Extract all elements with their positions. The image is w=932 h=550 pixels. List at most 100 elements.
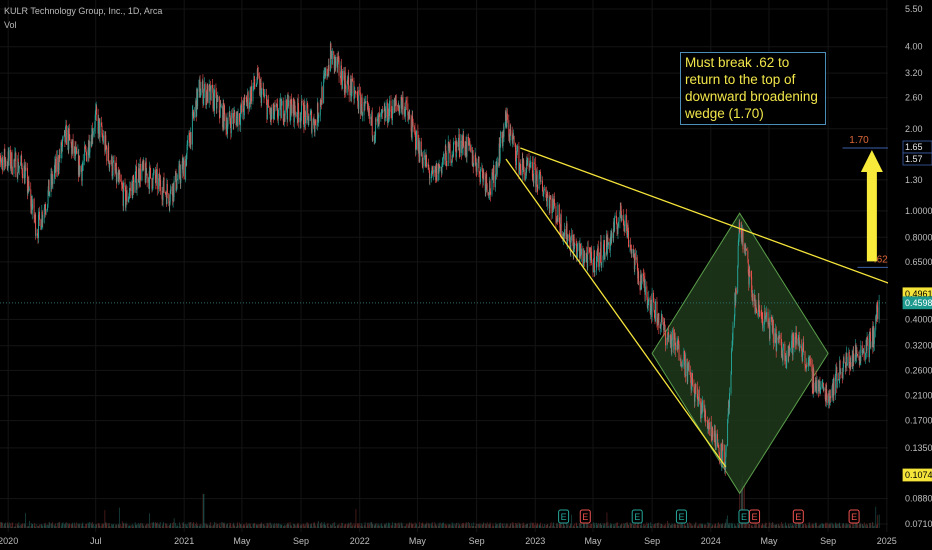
candle-body bbox=[71, 143, 73, 155]
volume-bar bbox=[739, 487, 741, 528]
volume-bar bbox=[833, 523, 835, 528]
candle-body bbox=[17, 158, 19, 172]
volume-bar bbox=[523, 522, 525, 528]
volume-bar bbox=[741, 479, 742, 528]
volume-bar bbox=[735, 525, 737, 528]
volume-bar bbox=[550, 522, 552, 528]
volume-bar bbox=[766, 526, 767, 528]
volume-bar bbox=[526, 523, 528, 528]
volume-bar bbox=[815, 522, 817, 528]
candle-body bbox=[693, 384, 695, 388]
volume-bar bbox=[755, 523, 757, 528]
candle-body bbox=[141, 169, 143, 181]
earnings-marker[interactable]: E bbox=[631, 509, 643, 524]
volume-bar bbox=[202, 525, 203, 528]
annotation-note[interactable]: Must break .62 to return to the top of d… bbox=[680, 52, 826, 125]
candle-body bbox=[239, 113, 240, 122]
volume-bar bbox=[8, 524, 10, 528]
volume-bar bbox=[43, 523, 45, 528]
volume-bar bbox=[232, 524, 234, 528]
candle-body bbox=[464, 145, 466, 156]
candle-body bbox=[377, 115, 379, 119]
candle-body bbox=[455, 141, 457, 158]
volume-bar bbox=[377, 523, 379, 528]
target-arrow[interactable] bbox=[860, 150, 883, 262]
candle-body bbox=[755, 304, 757, 309]
candle-body bbox=[277, 116, 279, 119]
volume-bar bbox=[361, 524, 363, 528]
candle-body bbox=[168, 193, 170, 204]
volume-bar bbox=[111, 524, 112, 528]
time-tick-label: Sep bbox=[293, 536, 309, 546]
volume-bar bbox=[808, 525, 809, 528]
candle-body bbox=[539, 171, 541, 173]
earnings-marker[interactable]: E bbox=[738, 509, 750, 524]
candle-body bbox=[667, 338, 668, 339]
time-tick-label: 2023 bbox=[525, 536, 545, 546]
volume-bar bbox=[246, 526, 248, 528]
volume-bar bbox=[206, 524, 207, 528]
volume-bar bbox=[364, 524, 365, 528]
candle-body bbox=[472, 155, 474, 165]
candle-body bbox=[816, 380, 818, 394]
price-tag-label: 0.1074 bbox=[905, 470, 932, 480]
candle-body bbox=[624, 215, 626, 227]
volume-bar bbox=[181, 526, 183, 528]
volume-bar bbox=[122, 523, 124, 528]
volume-bar bbox=[406, 523, 407, 528]
volume-bar bbox=[239, 522, 240, 528]
candle-body bbox=[326, 68, 328, 77]
candle-body bbox=[778, 337, 780, 341]
volume-bar bbox=[438, 526, 439, 528]
volume-bar bbox=[42, 526, 43, 528]
volume-bar bbox=[566, 524, 568, 528]
volume-bar bbox=[274, 526, 275, 528]
candle-body bbox=[529, 162, 531, 168]
volume-bar bbox=[78, 524, 79, 528]
volume-bar bbox=[480, 525, 481, 528]
candle-body bbox=[848, 351, 850, 364]
earnings-marker[interactable]: E bbox=[848, 509, 860, 524]
volume-bar bbox=[180, 526, 182, 528]
volume-bar bbox=[409, 522, 411, 528]
volume-bar bbox=[336, 525, 338, 528]
volume-bar bbox=[791, 523, 793, 528]
earnings-marker[interactable]: E bbox=[749, 509, 761, 524]
wedge-lower-trendline[interactable] bbox=[505, 158, 727, 468]
volume-bar bbox=[74, 524, 76, 528]
earnings-marker[interactable]: E bbox=[675, 509, 687, 524]
candle-body bbox=[240, 103, 242, 113]
volume-bar bbox=[131, 525, 133, 528]
candle-body bbox=[166, 184, 168, 194]
earnings-marker[interactable]: E bbox=[579, 509, 591, 524]
volume-bar bbox=[271, 524, 273, 528]
candle-body bbox=[20, 162, 22, 166]
candle-body bbox=[523, 169, 525, 180]
candle-body bbox=[16, 176, 18, 178]
earnings-marker-box bbox=[848, 509, 860, 524]
candle-body bbox=[263, 95, 265, 97]
candle-body bbox=[792, 333, 794, 355]
candle-body bbox=[277, 104, 278, 117]
volume-bar bbox=[525, 524, 527, 528]
candle-body bbox=[451, 160, 453, 163]
volume-bar bbox=[502, 525, 504, 528]
volume-bar bbox=[402, 525, 404, 528]
wedge-upper-trendline[interactable] bbox=[520, 147, 916, 294]
candle-body bbox=[74, 146, 75, 154]
candle-body bbox=[737, 245, 739, 266]
volume-bar bbox=[454, 523, 456, 528]
candle-body bbox=[223, 103, 225, 129]
earnings-marker[interactable]: E bbox=[792, 509, 804, 524]
candle-body bbox=[219, 105, 221, 118]
volume-bar bbox=[4, 522, 6, 528]
volume-bar bbox=[354, 525, 356, 528]
candle-body bbox=[589, 247, 591, 253]
earnings-marker[interactable]: E bbox=[558, 509, 570, 524]
volume-bar bbox=[670, 525, 671, 528]
candle-body bbox=[579, 243, 581, 258]
volume-bar bbox=[5, 526, 7, 528]
volume-bar bbox=[554, 526, 555, 528]
volume-bar bbox=[784, 525, 786, 528]
